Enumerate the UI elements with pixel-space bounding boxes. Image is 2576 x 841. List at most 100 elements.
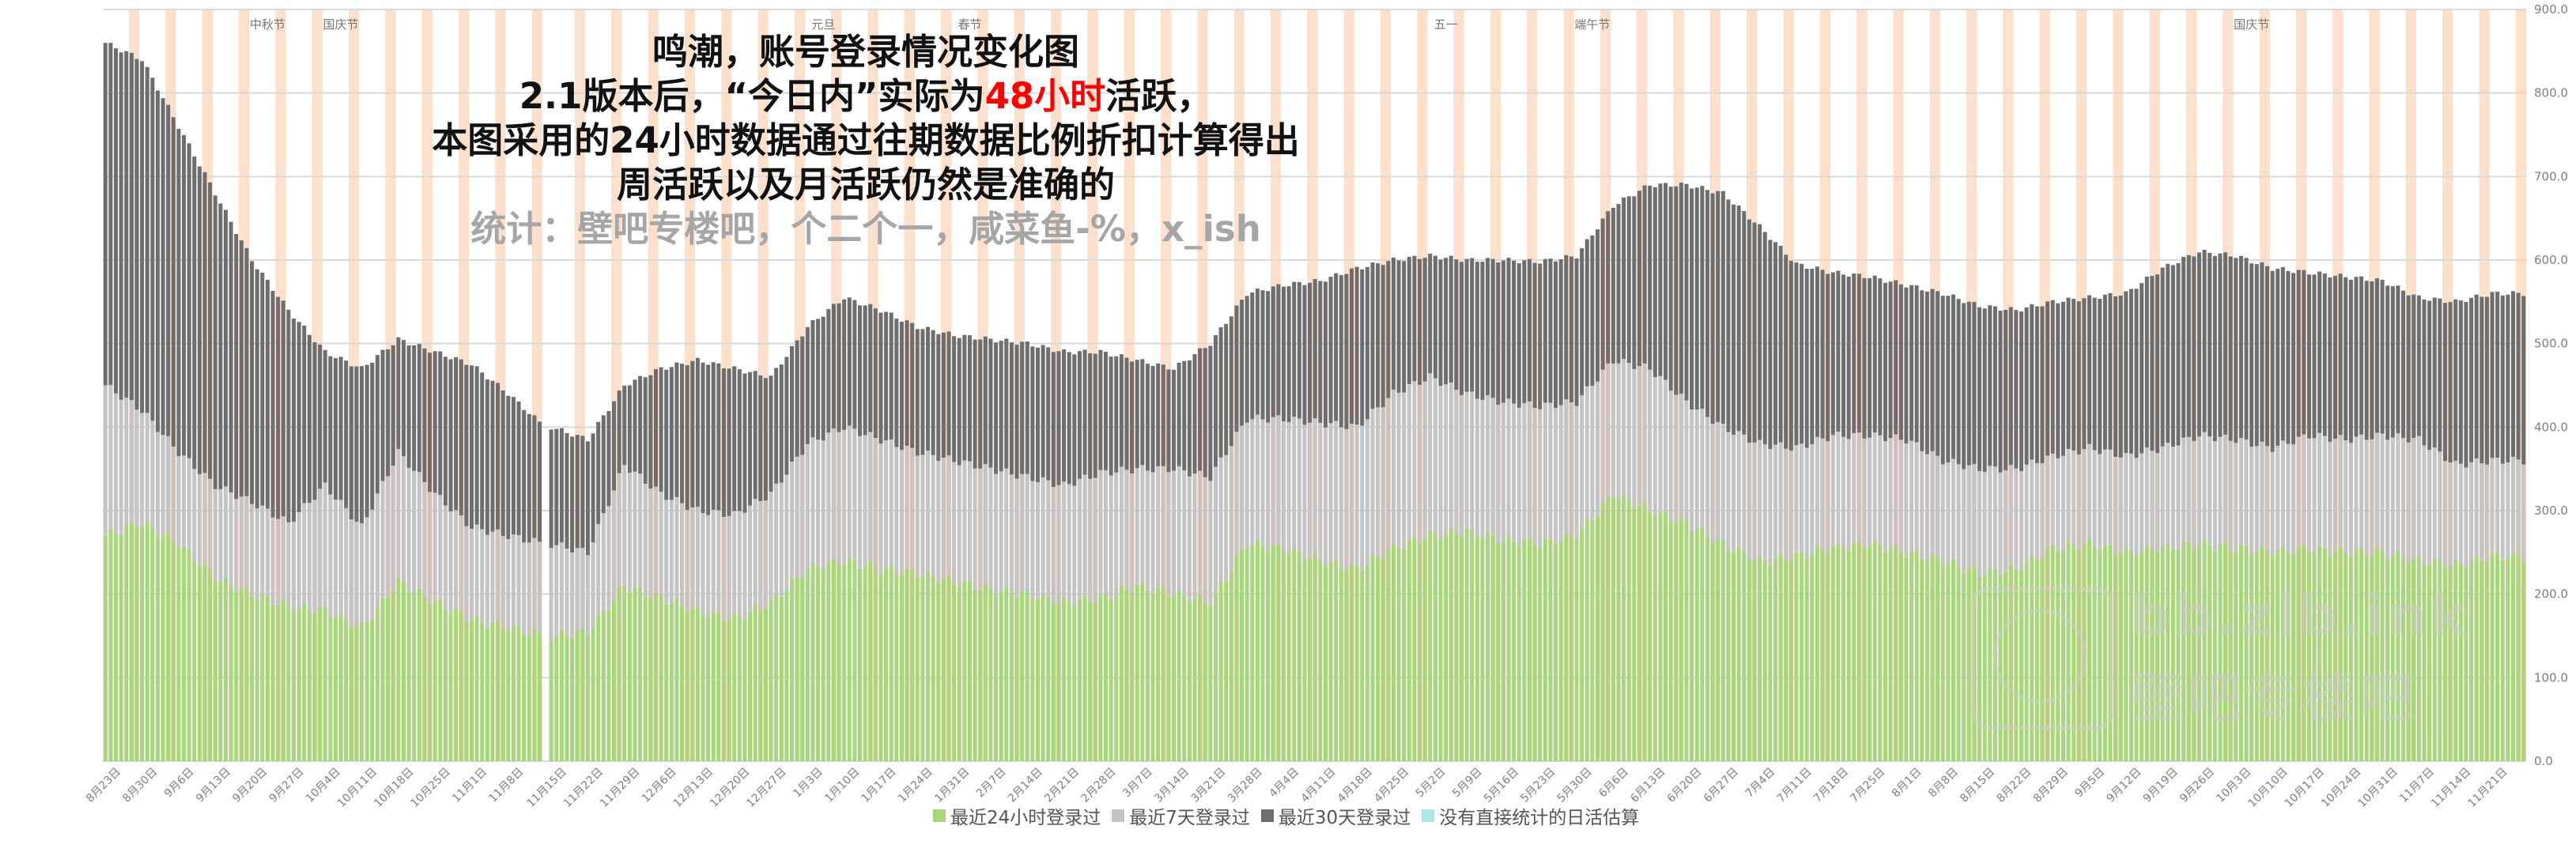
x-tick-label: 7月18日 bbox=[1811, 766, 1851, 805]
bar-30d bbox=[1611, 207, 1615, 364]
bar-24h bbox=[2306, 552, 2311, 761]
bar-7d bbox=[1297, 418, 1301, 552]
bar-24h bbox=[281, 600, 285, 761]
bar-7d bbox=[1992, 466, 1997, 569]
bar-7d bbox=[208, 478, 213, 571]
bar-30d bbox=[2276, 269, 2280, 447]
bar-7d bbox=[119, 399, 123, 535]
bar-24h bbox=[732, 614, 737, 761]
bar-24h bbox=[496, 620, 500, 761]
bar-30d bbox=[1694, 187, 1699, 410]
bar-30d bbox=[250, 261, 255, 504]
bar-24h bbox=[2359, 548, 2364, 761]
bar-7d bbox=[617, 473, 621, 588]
watermark-text-2: 壁吧专楼吧 bbox=[2131, 668, 2416, 730]
legend-label: 最近24小时登录过 bbox=[950, 808, 1101, 828]
x-tick-label: 11月21日 bbox=[2465, 766, 2510, 810]
bar-7d bbox=[1145, 470, 1150, 590]
bar-30d bbox=[1276, 284, 1281, 416]
bar-24h bbox=[1088, 602, 1093, 761]
bar-24h bbox=[1684, 521, 1689, 761]
bar-7d bbox=[1344, 428, 1349, 571]
bar-30d bbox=[1705, 190, 1709, 417]
bar-30d bbox=[2181, 257, 2186, 438]
bar-30d bbox=[1056, 351, 1061, 485]
bar-24h bbox=[1475, 537, 1479, 761]
bar-30d bbox=[779, 364, 784, 483]
bar-7d bbox=[941, 457, 946, 579]
bar-7d bbox=[988, 467, 993, 589]
bar-7d bbox=[323, 482, 327, 608]
bar-30d bbox=[270, 290, 275, 518]
bar-7d bbox=[1056, 485, 1061, 602]
bar-24h bbox=[1082, 595, 1087, 761]
bar-7d bbox=[1658, 375, 1663, 512]
bar-24h bbox=[1652, 517, 1657, 761]
bar-7d bbox=[1370, 409, 1375, 556]
bar-24h bbox=[1062, 597, 1067, 761]
bar-7d bbox=[1020, 473, 1025, 591]
bar-30d bbox=[1716, 190, 1720, 422]
bar-7d bbox=[1224, 454, 1229, 582]
bar-30d bbox=[2238, 255, 2243, 439]
bar-30d bbox=[1208, 345, 1213, 481]
bar-30d bbox=[1652, 187, 1657, 378]
bar-30d bbox=[795, 340, 799, 457]
bar-24h bbox=[690, 608, 695, 761]
bar-24h bbox=[1161, 588, 1165, 761]
bar-7d bbox=[134, 409, 139, 529]
bar-24h bbox=[884, 568, 889, 761]
bar-30d bbox=[1464, 258, 1469, 392]
bar-24h bbox=[103, 535, 108, 761]
bar-30d bbox=[638, 375, 643, 474]
bar-30d bbox=[1898, 284, 1903, 440]
bar-30d bbox=[1119, 354, 1124, 467]
bar-30d bbox=[1376, 263, 1381, 408]
bar-7d bbox=[2306, 438, 2311, 552]
bar-7d bbox=[2332, 439, 2337, 552]
bar-30d bbox=[1245, 296, 1249, 423]
bar-30d bbox=[1255, 289, 1260, 415]
bar-7d bbox=[1888, 438, 1893, 549]
bar-30d bbox=[653, 368, 658, 487]
bar-30d bbox=[1558, 258, 1563, 405]
bar-24h bbox=[276, 605, 281, 761]
bar-24h bbox=[800, 579, 805, 761]
bar-30d bbox=[1177, 362, 1181, 466]
bar-7d bbox=[1868, 437, 1872, 547]
bar-24h bbox=[1668, 521, 1673, 761]
bar-24h bbox=[1218, 582, 1223, 761]
bar-7d bbox=[516, 535, 521, 627]
bar-24h bbox=[2186, 542, 2191, 761]
bar-7d bbox=[202, 473, 207, 564]
bar-7d bbox=[1585, 386, 1589, 519]
bar-24h bbox=[1820, 549, 1825, 761]
bar-30d bbox=[1140, 359, 1145, 466]
bar-7d bbox=[2019, 470, 2023, 571]
bar-24h bbox=[1784, 560, 1788, 761]
bar-24h bbox=[370, 619, 375, 761]
bar-24h bbox=[1600, 502, 1605, 761]
bar-24h bbox=[852, 560, 857, 761]
bar-24h bbox=[208, 570, 213, 761]
bar-7d bbox=[2030, 459, 2034, 556]
bar-30d bbox=[1616, 204, 1621, 364]
bar-7d bbox=[1234, 432, 1239, 556]
bar-7d bbox=[2108, 449, 2113, 545]
bar-24h bbox=[905, 568, 909, 761]
bar-30d bbox=[192, 157, 197, 470]
bar-30d bbox=[2034, 306, 2039, 464]
bar-30d bbox=[2427, 300, 2432, 451]
watermark: bb.zlb.ink 壁吧专楼吧 bbox=[1961, 577, 2530, 735]
bar-24h bbox=[2412, 558, 2416, 761]
bar-7d bbox=[2056, 458, 2060, 552]
bar-7d bbox=[459, 515, 463, 612]
bar-7d bbox=[1595, 381, 1600, 516]
bar-24h bbox=[1444, 534, 1449, 761]
bar-30d bbox=[847, 297, 852, 426]
bar-30d bbox=[2500, 295, 2505, 464]
bar-7d bbox=[957, 465, 961, 587]
bar-24h bbox=[2113, 553, 2118, 761]
bar-7d bbox=[500, 536, 505, 628]
bar-7d bbox=[606, 506, 611, 611]
